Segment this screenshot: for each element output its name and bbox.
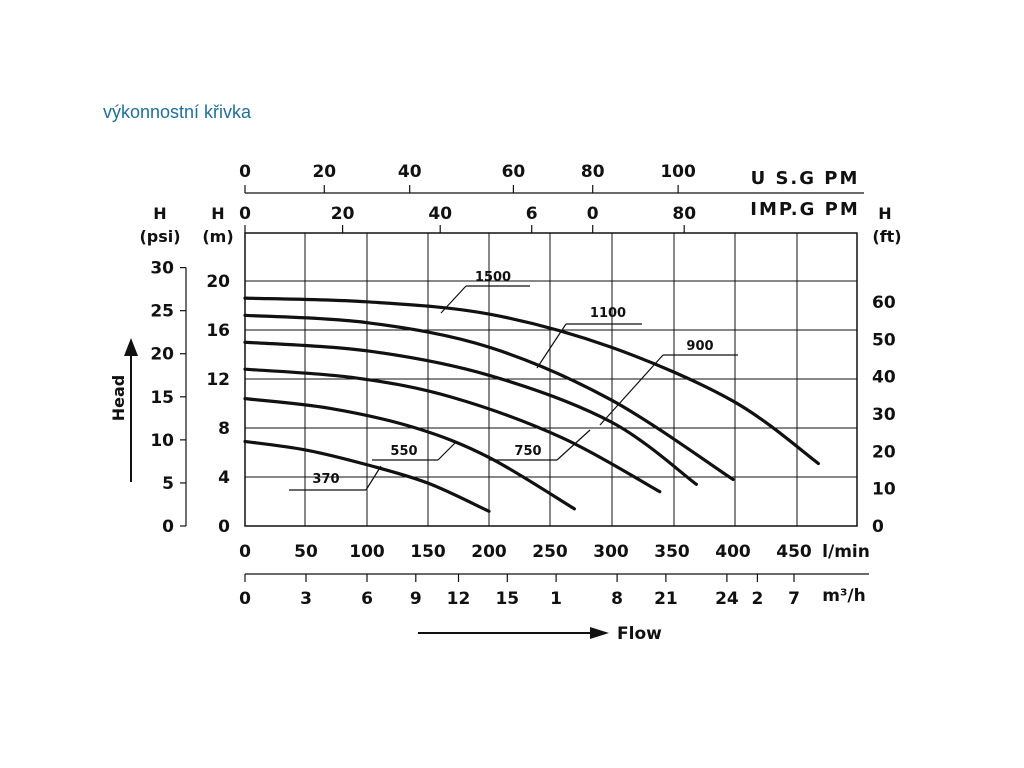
tick-label-ft: 50	[872, 330, 896, 350]
tick-label-ft: 10	[872, 480, 896, 500]
tick-label-usgpm: 20	[312, 162, 336, 182]
curve-label-750: 750	[514, 444, 541, 459]
tick-label-usgpm: 80	[581, 162, 605, 182]
tick-label-psi: 5	[162, 474, 174, 494]
tick-label-m3h: 21	[654, 589, 678, 609]
tick-label-m: 8	[218, 419, 230, 439]
tick-label-psi: 25	[150, 302, 174, 322]
axis-label-m-top: H	[211, 204, 224, 223]
leader-pointer-1500	[440, 285, 467, 314]
tick-label-ft: 60	[872, 293, 896, 313]
tick-label-m: 16	[206, 321, 230, 341]
tick-label-lmin: 400	[715, 542, 751, 562]
tick-label-lmin: 150	[410, 542, 446, 562]
leader-pointer-550	[437, 442, 456, 461]
axis-label-m-bottom: (m)	[202, 227, 233, 246]
tick-label-lmin: 0	[239, 542, 251, 562]
tick-label-usgpm: 0	[239, 162, 251, 182]
flow-arrow-icon	[590, 627, 609, 639]
flow-label: Flow	[617, 624, 662, 644]
tick-label-m: 4	[218, 468, 230, 488]
tick-label-m3h: 3	[300, 589, 312, 609]
tick-label-impgpm: 0	[587, 204, 599, 224]
head-arrow-icon	[124, 338, 138, 356]
chart-curves	[243, 296, 820, 513]
curve-label-1100: 1100	[590, 306, 626, 321]
axis-label-ft-bottom: (ft)	[872, 227, 901, 246]
tick-label-impgpm: 20	[331, 204, 355, 224]
tick-label-m3h: 1	[550, 589, 562, 609]
tick-label-m3h: 24	[715, 589, 739, 609]
axis-label-psi-top: H	[153, 204, 166, 223]
tick-label-ft: 30	[872, 405, 896, 425]
tick-label-m3h: 15	[495, 589, 519, 609]
tick-label-lmin: 250	[532, 542, 568, 562]
tick-label-impgpm: 80	[672, 204, 696, 224]
tick-label-lmin: 350	[654, 542, 690, 562]
curve-1100	[243, 313, 735, 482]
leader-pointer-900	[599, 354, 664, 426]
curve-label-370: 370	[312, 472, 339, 487]
curve-label-1500: 1500	[475, 270, 511, 285]
curve-900	[243, 340, 698, 486]
page-title: výkonnostní křivka	[103, 102, 252, 122]
tick-label-m3h: 12	[447, 589, 471, 609]
tick-label-impgpm: 0	[239, 204, 251, 224]
leader-pointer-750	[556, 429, 591, 461]
chart-grid	[244, 232, 858, 527]
axis-label-psi-bottom: (psi)	[139, 227, 180, 246]
tick-label-lmin: 200	[471, 542, 507, 562]
tick-label-m3h: 7	[788, 589, 800, 609]
head-label: Head	[109, 375, 128, 422]
axis-unit-usgpm: U S.G PM	[751, 168, 860, 189]
tick-label-usgpm: 60	[502, 162, 526, 182]
tick-label-psi: 30	[150, 259, 174, 279]
curve-label-900: 900	[686, 339, 713, 354]
chart-labels: 370 550 750 900 1100 1500	[289, 270, 738, 491]
tick-label-impgpm: 6	[526, 204, 538, 224]
curve-550	[243, 397, 576, 511]
tick-label-usgpm: 40	[398, 162, 422, 182]
tick-label-ft: 0	[872, 517, 884, 537]
tick-label-m3h: 9	[410, 589, 422, 609]
leader-pointer-370	[365, 465, 382, 491]
axis-unit-m3h: m³/h	[822, 586, 865, 606]
tick-label-m: 12	[206, 370, 230, 390]
tick-label-ft: 40	[872, 368, 896, 388]
tick-label-m3h: 8	[611, 589, 623, 609]
tick-label-psi: 10	[150, 431, 174, 451]
tick-label-psi: 20	[150, 345, 174, 365]
tick-label-lmin: 50	[294, 542, 318, 562]
leader-pointer-1100	[536, 323, 567, 369]
curve-750	[243, 367, 662, 494]
tick-label-psi: 15	[150, 388, 174, 408]
axis-label-ft-top: H	[878, 204, 891, 223]
tick-label-m: 20	[206, 272, 230, 292]
tick-label-m3h: 2	[751, 589, 763, 609]
tick-label-impgpm: 40	[428, 204, 452, 224]
curve-370	[243, 439, 491, 513]
tick-label-lmin: 300	[593, 542, 629, 562]
tick-label-ft: 20	[872, 442, 896, 462]
tick-label-m3h: 0	[239, 589, 251, 609]
tick-label-lmin: 100	[349, 542, 385, 562]
curve-label-550: 550	[390, 444, 417, 459]
tick-label-m: 0	[218, 517, 230, 537]
tick-label-usgpm: 100	[660, 162, 696, 182]
chart-axes: 048121620H(m)051015202530H(psi)010203040…	[109, 162, 902, 644]
axis-unit-lmin: l/min	[822, 542, 870, 562]
axis-unit-impgpm: IMP.G PM	[750, 199, 859, 220]
tick-label-lmin: 450	[776, 542, 812, 562]
curve-1500	[243, 296, 820, 466]
tick-label-psi: 0	[162, 517, 174, 537]
tick-label-m3h: 6	[361, 589, 373, 609]
